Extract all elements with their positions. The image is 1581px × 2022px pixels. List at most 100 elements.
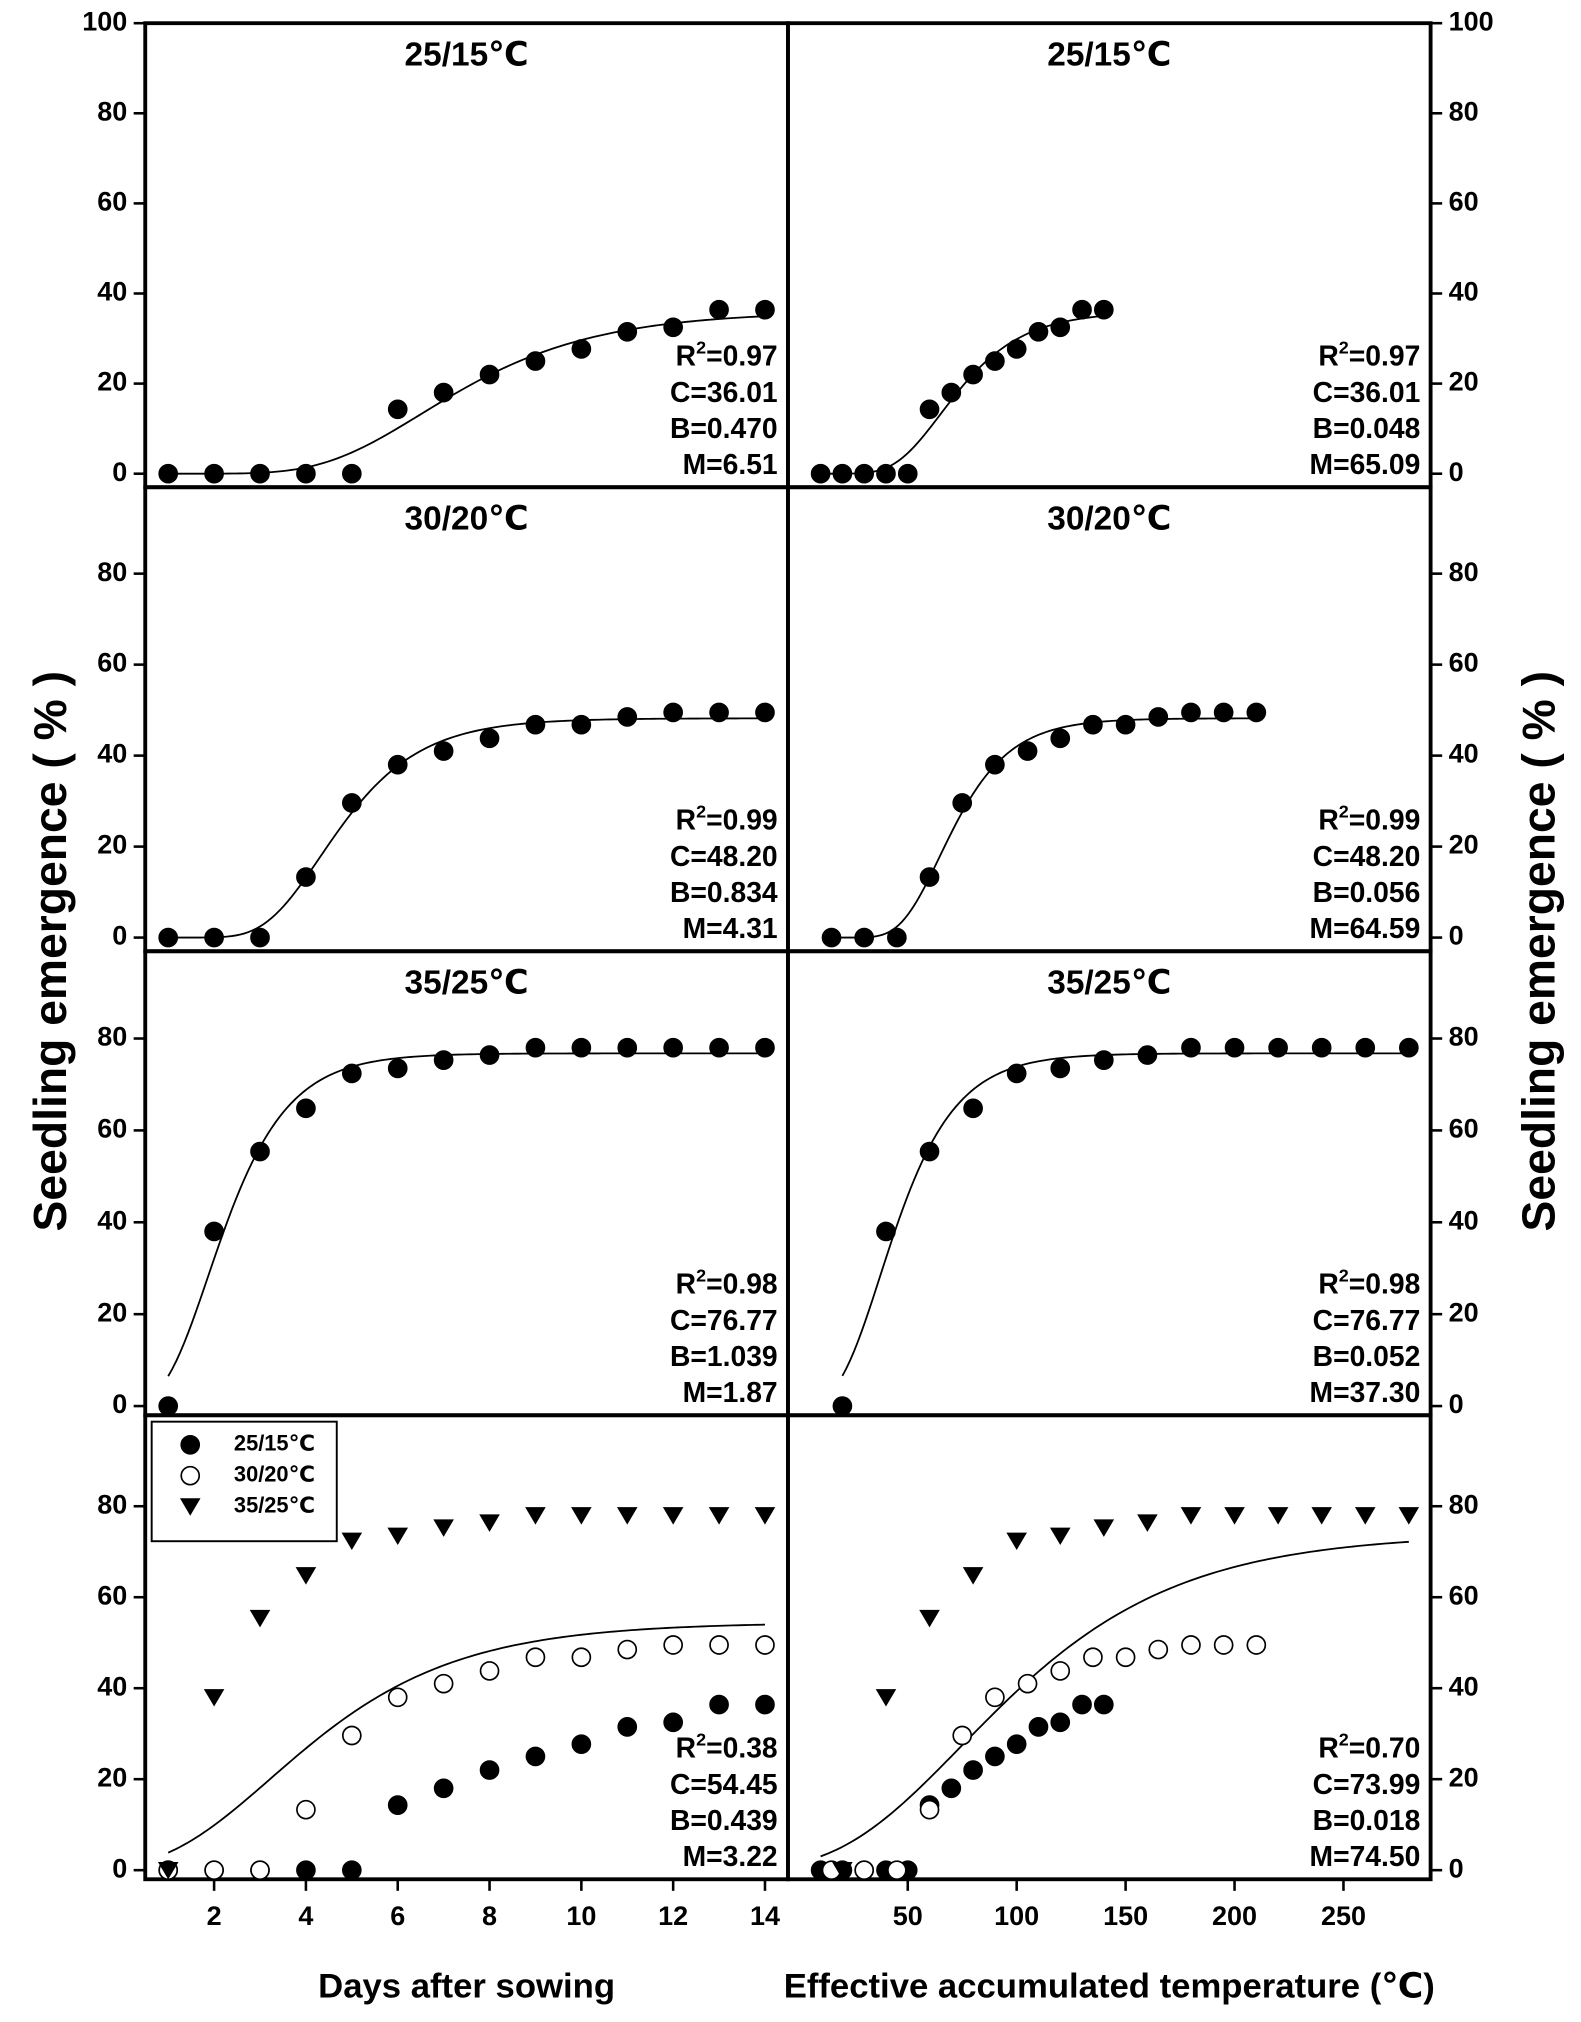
- data-point: [662, 1507, 684, 1525]
- fit-annotation: R2=0.99: [1318, 801, 1420, 836]
- data-point: [479, 1760, 500, 1780]
- data-point: [341, 793, 362, 813]
- y-tick-label: 60: [97, 187, 127, 217]
- data-point: [341, 1532, 363, 1551]
- y-tick-label: 20: [97, 830, 127, 860]
- fit-annotation: M=4.31: [683, 912, 778, 944]
- data-point: [755, 1037, 775, 1058]
- data-point: [1093, 1694, 1114, 1715]
- x-tick-label: 100: [994, 1901, 1039, 1931]
- data-point: [1398, 1037, 1419, 1058]
- panel-frame: [786, 1413, 1433, 1882]
- y-tick-label: 20: [97, 367, 127, 397]
- data-point: [479, 364, 500, 385]
- data-point: [708, 1507, 730, 1525]
- panel-title: 30/20℃: [1047, 500, 1171, 537]
- data-point: [204, 463, 224, 484]
- data-point: [1224, 1037, 1245, 1058]
- data-point: [1148, 1639, 1169, 1660]
- fit-annotation: C=36.01: [670, 376, 778, 408]
- fit-annotation: M=64.59: [1310, 912, 1421, 944]
- data-point: [985, 754, 1005, 775]
- y-tick-label: 80: [1449, 96, 1479, 126]
- data-point: [387, 1527, 409, 1546]
- x-axis-label: Days after sowing: [318, 1968, 615, 2006]
- fit-annotation: R2=0.38: [676, 1729, 778, 1764]
- data-point: [952, 793, 973, 813]
- data-point: [479, 728, 500, 749]
- y-tick-label: 60: [1449, 1580, 1479, 1610]
- data-point: [1137, 1514, 1158, 1532]
- data-point: [1093, 299, 1114, 320]
- data-point: [663, 317, 683, 338]
- x-tick-label: 8: [482, 1901, 497, 1931]
- data-point: [1072, 1694, 1092, 1715]
- data-point: [1246, 1635, 1267, 1655]
- fit-annotation: M=37.30: [1310, 1376, 1421, 1408]
- data-point: [1050, 1712, 1071, 1733]
- data-point: [1354, 1507, 1376, 1525]
- data-point: [616, 1507, 638, 1525]
- data-point: [876, 1221, 896, 1242]
- data-point: [1355, 1037, 1376, 1058]
- legend-label: 25/15℃: [234, 1431, 315, 1456]
- data-point: [1006, 1063, 1027, 1084]
- data-point: [1028, 321, 1049, 342]
- y-tick-label: 40: [97, 1671, 127, 1701]
- data-point: [919, 1609, 940, 1628]
- data-point: [1093, 1519, 1115, 1537]
- fit-annotation: C=73.99: [1313, 1768, 1421, 1800]
- data-point: [755, 702, 775, 723]
- data-point: [571, 1507, 592, 1525]
- y-tick-label: 40: [97, 1205, 127, 1235]
- fit-annotation: M=1.87: [683, 1376, 778, 1408]
- data-point: [617, 321, 638, 342]
- x-tick-label: 4: [298, 1901, 313, 1931]
- data-point: [941, 382, 962, 403]
- fit-annotation: R2=0.98: [1318, 1265, 1420, 1300]
- data-point: [617, 1717, 638, 1737]
- fit-annotation: R2=0.70: [1318, 1729, 1420, 1764]
- data-point: [296, 1098, 316, 1119]
- panel-title: 35/25℃: [1047, 964, 1171, 1001]
- data-point: [663, 702, 683, 723]
- data-point: [887, 927, 907, 948]
- y-tick-label: 0: [112, 1853, 127, 1883]
- data-point: [963, 1760, 983, 1780]
- data-point: [204, 927, 224, 948]
- data-point: [295, 1567, 317, 1585]
- data-point: [1181, 702, 1201, 723]
- fit-annotation: C=36.01: [1313, 376, 1421, 408]
- data-point: [1083, 714, 1103, 735]
- data-point: [433, 1519, 454, 1537]
- data-point: [952, 1725, 973, 1746]
- fit-annotation: M=3.22: [683, 1840, 778, 1872]
- data-point: [1311, 1037, 1332, 1058]
- y-tick-label: 20: [1449, 367, 1479, 397]
- fit-annotation: M=65.09: [1310, 448, 1421, 480]
- data-point: [755, 1694, 775, 1715]
- fit-annotation: B=0.056: [1313, 876, 1421, 908]
- data-point: [249, 1609, 271, 1628]
- data-point: [1398, 1507, 1420, 1525]
- data-point: [617, 1037, 638, 1058]
- data-point: [525, 351, 546, 371]
- data-point: [1181, 1635, 1201, 1655]
- data-point: [158, 927, 179, 948]
- y-tick-label: 40: [1449, 277, 1479, 307]
- y-tick-label: 0: [1449, 1853, 1464, 1883]
- y-tick-label: 0: [112, 921, 127, 951]
- data-point: [1006, 1532, 1027, 1551]
- legend-marker: [180, 1434, 201, 1455]
- data-point: [919, 867, 940, 887]
- fit-annotation: R2=0.99: [676, 801, 778, 836]
- data-point: [525, 1746, 546, 1767]
- legend-marker: [180, 1465, 201, 1486]
- y-tick-label: 80: [97, 96, 127, 126]
- fit-annotation: B=0.470: [670, 412, 778, 444]
- data-point: [341, 1860, 362, 1880]
- y-tick-label: 60: [1449, 648, 1479, 678]
- y-tick-label: 40: [1449, 739, 1479, 769]
- panel-title: 30/20℃: [405, 500, 529, 537]
- data-point: [387, 1795, 408, 1815]
